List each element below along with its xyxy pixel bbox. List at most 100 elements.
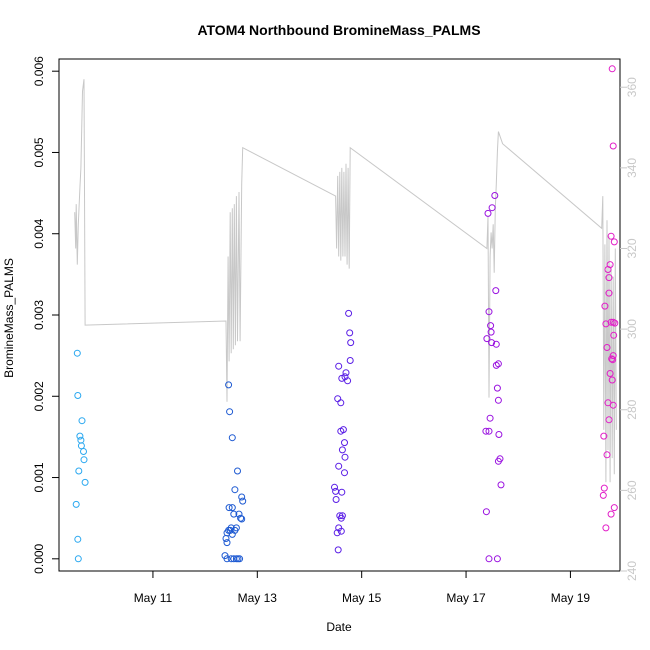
data-point [75, 467, 83, 475]
data-point [607, 232, 615, 240]
y2-tick-label: 340 [625, 158, 639, 178]
data-point [485, 555, 493, 563]
data-point [610, 331, 618, 339]
data-point [603, 451, 611, 459]
data-point [338, 512, 346, 520]
altitude-line-group [74, 79, 617, 483]
y2-tick-label: 280 [625, 399, 639, 419]
x-tick-label: May 19 [551, 591, 591, 605]
data-point [487, 328, 495, 336]
data-point [337, 527, 345, 535]
y2-tick-label: 300 [625, 319, 639, 339]
data-point [604, 266, 612, 273]
data-points-group [72, 65, 619, 563]
data-point [337, 399, 345, 407]
data-point [238, 515, 246, 523]
data-point [608, 65, 616, 73]
data-point [601, 302, 609, 310]
x-tick-label: May 11 [134, 591, 173, 605]
data-point [482, 508, 490, 516]
data-point [494, 396, 502, 404]
data-point [600, 484, 608, 492]
data-point [609, 142, 617, 150]
data-point [74, 392, 82, 399]
data-point [605, 416, 613, 424]
data-point [231, 486, 239, 494]
data-point [608, 355, 616, 363]
y-axis-left: 0.000 0.001 0.002 0.003 0.004 0.005 0.006 [32, 56, 59, 574]
data-point [345, 309, 353, 317]
y-tick-label: 0.003 [32, 300, 46, 330]
data-point [346, 357, 354, 364]
data-point [603, 344, 611, 351]
y-tick-label: 0.000 [32, 543, 46, 573]
y2-tick-label: 360 [625, 77, 639, 97]
altitude-line [74, 79, 617, 483]
data-point [341, 373, 349, 381]
data-point [338, 446, 346, 454]
data-point [228, 530, 236, 538]
y-tick-label: 0.006 [32, 56, 46, 86]
y-tick-label: 0.002 [32, 381, 46, 411]
data-point [492, 287, 500, 295]
data-point [493, 555, 501, 563]
data-point [237, 514, 245, 522]
data-point [609, 401, 617, 409]
y-tick-label: 0.005 [32, 137, 46, 167]
data-point [483, 335, 491, 343]
data-point [228, 434, 236, 442]
data-point [236, 555, 244, 563]
data-point [222, 535, 230, 542]
data-point [342, 369, 350, 377]
data-point [339, 426, 347, 434]
data-point [335, 362, 343, 370]
data-point [497, 481, 505, 489]
data-point [225, 504, 233, 512]
data-point [602, 524, 610, 532]
data-point [332, 496, 340, 503]
data-point [486, 414, 494, 422]
data-point [228, 504, 236, 512]
data-point [493, 384, 501, 392]
x-tick-label: May 17 [446, 591, 486, 605]
data-point [331, 483, 338, 491]
data-point [226, 526, 234, 534]
data-point [609, 356, 617, 364]
data-point [226, 408, 234, 416]
data-point [600, 432, 608, 440]
data-point [491, 192, 499, 199]
data-point [72, 500, 80, 508]
data-point [608, 376, 616, 384]
data-point [347, 339, 355, 347]
data-point [605, 289, 613, 297]
data-point [488, 204, 496, 212]
data-point [76, 432, 84, 440]
data-point [611, 319, 619, 327]
data-point [74, 555, 82, 563]
data-point [80, 456, 88, 464]
data-point [487, 322, 495, 330]
data-point [238, 493, 246, 501]
x-axis-label: Date [326, 620, 352, 634]
data-point [482, 427, 490, 435]
data-point [485, 427, 493, 435]
data-point [223, 539, 231, 547]
data-point [341, 439, 348, 447]
data-point [227, 555, 235, 563]
y-axis-right: 240 260 280 300 320 340 360 [620, 77, 639, 581]
data-point [225, 381, 233, 389]
data-point [341, 469, 348, 477]
data-point [232, 524, 240, 532]
chart-title: ATOM4 Northbound BromineMass_PALMS [197, 22, 480, 38]
data-point [492, 340, 500, 348]
data-point [335, 462, 343, 470]
data-point [333, 529, 341, 537]
data-point [495, 431, 503, 438]
x-axis: May 11 May 13 May 15 May 17 May 19 [134, 571, 591, 605]
data-point [599, 491, 607, 499]
data-point [484, 209, 492, 217]
data-point [606, 370, 614, 377]
data-point [78, 417, 86, 425]
